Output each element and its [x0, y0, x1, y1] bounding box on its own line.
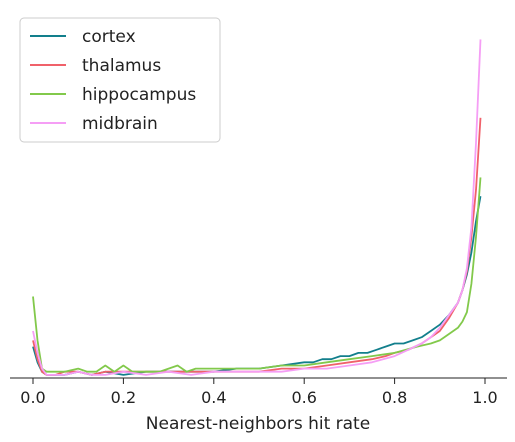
x-tick-label: 0.8: [382, 388, 407, 407]
legend-label-cortex: cortex: [82, 27, 136, 47]
x-axis-title: Nearest-neighbors hit rate: [146, 414, 370, 434]
legend-label-midbrain: midbrain: [82, 114, 158, 134]
x-tick-label: 0.6: [291, 388, 316, 407]
x-tick-label: 0.2: [111, 388, 136, 407]
x-axis-ticks: 0.0 0.2 0.4 0.6 0.8 1.0: [20, 378, 498, 407]
legend: cortex thalamus hippocampus midbrain: [19, 17, 221, 143]
legend-label-thalamus: thalamus: [82, 56, 161, 76]
x-tick-label: 0.4: [201, 388, 226, 407]
legend-frame: [19, 17, 221, 143]
series-line-thalamus: [32, 117, 482, 376]
series-lines: [32, 39, 482, 376]
series-line-midbrain: [32, 39, 482, 376]
legend-label-hippocampus: hippocampus: [82, 85, 196, 105]
x-tick-label: 1.0: [472, 388, 497, 407]
x-tick-label: 0.0: [20, 388, 45, 407]
series-line-hippocampus: [32, 177, 482, 373]
